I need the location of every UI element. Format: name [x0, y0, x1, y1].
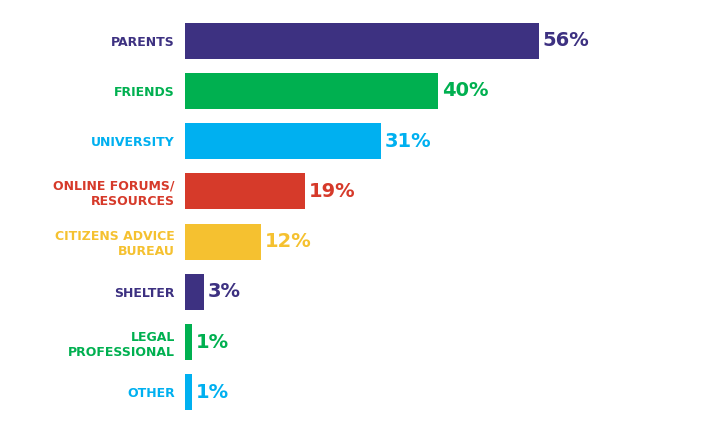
Bar: [185, 23, 539, 59]
Bar: [185, 324, 192, 360]
Bar: [185, 173, 305, 210]
Text: 1%: 1%: [195, 383, 229, 402]
Bar: [185, 274, 205, 310]
Text: 1%: 1%: [195, 333, 229, 352]
Bar: [185, 223, 261, 260]
Text: 12%: 12%: [265, 232, 312, 251]
Text: 40%: 40%: [442, 81, 488, 100]
Bar: [185, 123, 381, 159]
Text: 56%: 56%: [543, 31, 590, 50]
Text: 19%: 19%: [309, 182, 356, 201]
Bar: [185, 73, 438, 109]
Bar: [185, 374, 192, 410]
Text: 31%: 31%: [385, 132, 431, 151]
Text: 3%: 3%: [208, 282, 241, 301]
